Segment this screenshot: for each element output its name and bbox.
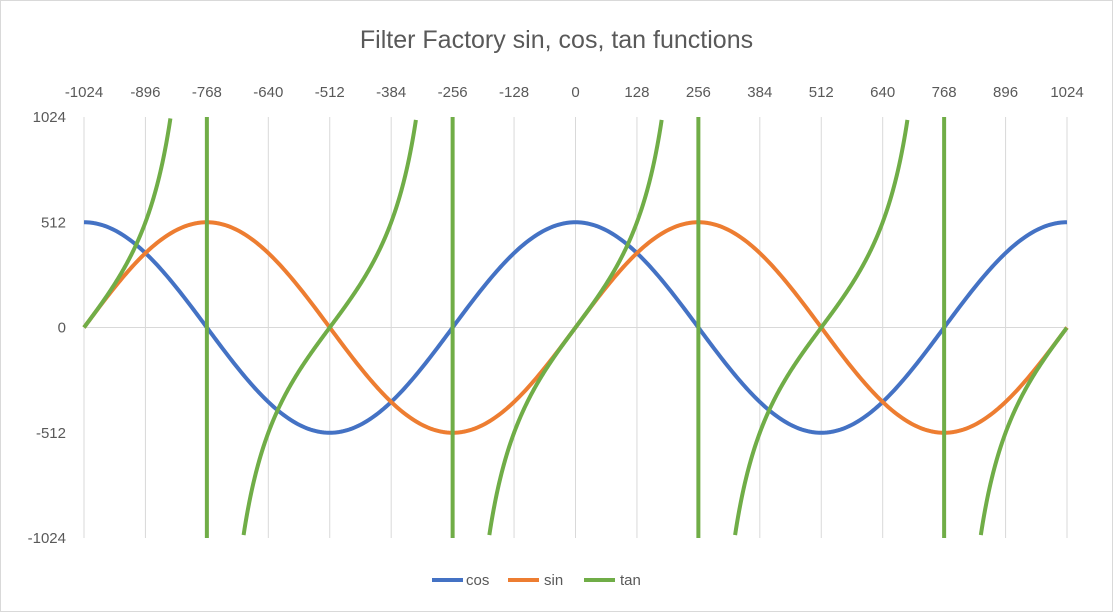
- series-line-tan: [82, 118, 1069, 536]
- legend: cos sin tan: [432, 572, 641, 589]
- x-tick-label: -128: [499, 84, 529, 101]
- y-tick-label: 512: [41, 214, 66, 231]
- x-tick-label: 256: [686, 84, 711, 101]
- x-tick-label: -512: [315, 84, 345, 101]
- legend-label-tan: tan: [620, 572, 641, 589]
- chart-title: Filter Factory sin, cos, tan functions: [359, 26, 754, 54]
- y-tick-label: 0: [58, 320, 66, 337]
- x-tick-label: -256: [438, 84, 468, 101]
- series-line-cos: [83, 220, 1068, 435]
- x-tick-label: -1024: [65, 84, 103, 101]
- y-tick-label: 1024: [33, 109, 66, 126]
- y-tick-label: -1024: [28, 530, 66, 547]
- y-tick-labels: 1024 512 0 -512 -1024: [28, 109, 66, 547]
- x-tick-label: 128: [624, 84, 649, 101]
- x-tick-label: -896: [130, 84, 160, 101]
- x-tick-label: 640: [870, 84, 895, 101]
- x-tick-label: 0: [571, 84, 579, 101]
- x-tick-label: -384: [376, 84, 406, 101]
- x-tick-label: 512: [809, 84, 834, 101]
- x-tick-label: -768: [192, 84, 222, 101]
- series-group: [82, 117, 1069, 538]
- x-tick-labels: -1024 -896 -768 -640 -512 -384 -256 -128 0 128 256…: [65, 84, 1084, 101]
- legend-label-sin: sin: [544, 572, 563, 589]
- x-tick-label: 768: [932, 84, 957, 101]
- legend-label-cos: cos: [466, 572, 489, 589]
- x-tick-label: -640: [253, 84, 283, 101]
- y-tick-label: -512: [36, 425, 66, 442]
- x-tick-label: 896: [993, 84, 1018, 101]
- x-tick-label: 384: [747, 84, 772, 101]
- x-tick-label: 1024: [1050, 84, 1083, 101]
